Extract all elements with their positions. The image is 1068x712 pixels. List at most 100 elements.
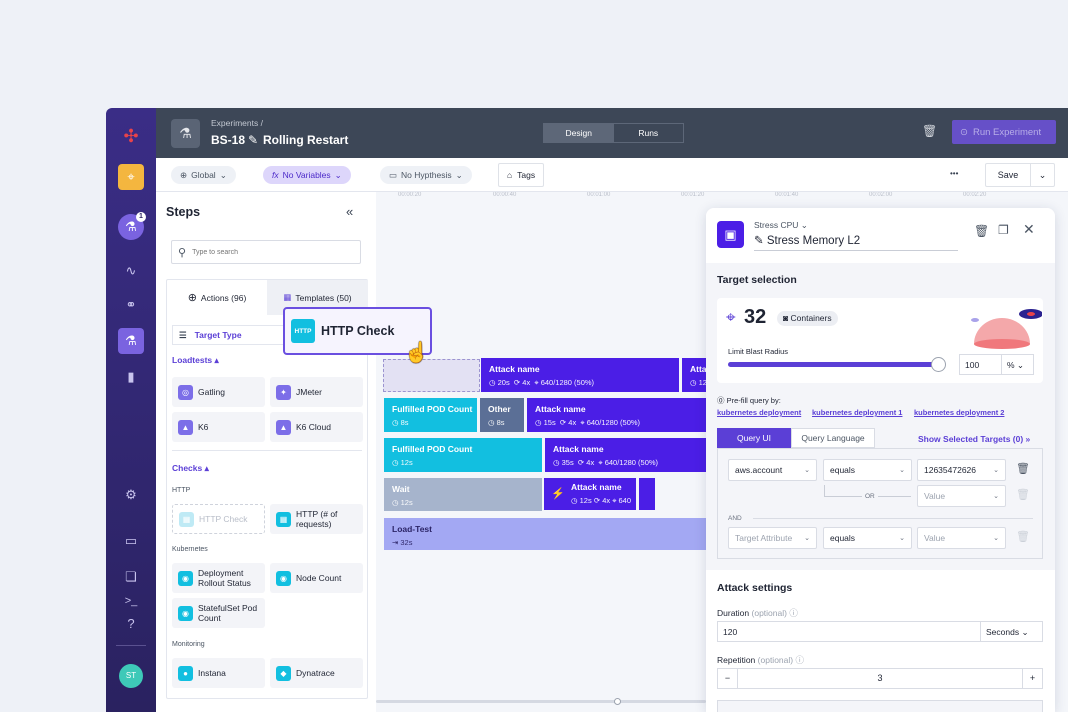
run-experiment-button[interactable]: ⊙ Run Experiment xyxy=(952,120,1056,144)
dragged-step-http-check[interactable]: HTTP HTTP Check xyxy=(283,307,432,355)
tab-query-language[interactable]: Query Language xyxy=(791,428,875,448)
play-circle-icon: ⊙ xyxy=(960,126,968,138)
step-block[interactable]: Fulfilled POD Count ◷ 12s xyxy=(384,438,542,472)
blast-radius-slider[interactable] xyxy=(728,362,940,367)
step-instana[interactable]: ● Instana xyxy=(172,658,265,688)
prefill-link[interactable]: kubernetes deployment 1 xyxy=(812,408,903,417)
step-jmeter[interactable]: ✦ JMeter xyxy=(270,377,363,407)
experiment-name[interactable]: Rolling Restart xyxy=(263,133,349,147)
step-block[interactable]: Load-Test ⇥ 32s xyxy=(384,518,724,550)
tab-actions[interactable]: ⊕ Actions (96) xyxy=(167,280,267,315)
attribute-select[interactable]: Target Attribute ⌄ xyxy=(728,527,817,549)
tags-button[interactable]: ⌂ Tags xyxy=(498,163,545,187)
tick-label: 00:01:40 xyxy=(775,192,799,198)
close-icon[interactable]: ✕ xyxy=(1023,221,1035,237)
attack-settings-title: Attack settings xyxy=(717,582,793,594)
blast-radius-input[interactable]: 100 % ⌄ xyxy=(959,354,1034,375)
duration-value[interactable]: 120 xyxy=(723,627,738,637)
step-node-count[interactable]: ◉ Node Count xyxy=(270,563,363,593)
delete-row-trash-icon[interactable]: 🗑 xyxy=(1016,531,1030,543)
experiments-icon[interactable]: ⚗ xyxy=(118,328,144,354)
experiment-header: ⚗ Experiments / BS-18 ✎ Rolling Restart … xyxy=(156,108,1068,158)
step-block[interactable]: Attack name ◷ 20s ⟳ 4x ⌖ 640/1280 (50%) xyxy=(481,358,679,392)
tick-label: 00:02:20 xyxy=(963,192,987,198)
horizontal-scrollbar[interactable] xyxy=(376,700,706,703)
step-gatling[interactable]: ◎ Gatling xyxy=(172,377,265,407)
duplicate-copy-icon[interactable]: ❐ xyxy=(998,223,1009,237)
delete-trash-icon[interactable]: 🗑 xyxy=(922,124,938,138)
targets-icon[interactable]: ⚭ xyxy=(125,297,137,312)
step-name-field[interactable]: ✎ Stress Memory L2 xyxy=(754,233,958,251)
collapse-panel-icon[interactable]: « xyxy=(346,204,354,219)
repetition-stepper[interactable]: − 3 + xyxy=(717,668,1043,689)
scroll-handle[interactable] xyxy=(614,698,621,705)
tab-query-ui[interactable]: Query UI xyxy=(717,428,791,448)
help-icon[interactable]: ? xyxy=(127,615,135,631)
step-label: Gatling xyxy=(198,387,225,397)
more-options-button[interactable]: ••• xyxy=(950,169,959,178)
repetition-value[interactable]: 3 xyxy=(877,673,883,683)
increment-button[interactable]: + xyxy=(1022,669,1042,688)
telescope-icon[interactable]: ⌖ xyxy=(118,164,144,190)
reports-icon[interactable]: ▮ xyxy=(127,369,135,384)
containers-badge: ◙ Containers xyxy=(777,311,838,326)
prefill-link[interactable]: kubernetes deployment 2 xyxy=(914,408,1005,417)
tab-runs[interactable]: Runs xyxy=(638,128,659,138)
prefill-link[interactable]: kubernetes deployment xyxy=(717,408,802,417)
step-block[interactable]: Wait ◷ 12s xyxy=(384,478,542,511)
breadcrumb[interactable]: Experiments / xyxy=(211,118,263,128)
variables-dropdown[interactable]: fx No Variables ⌄ xyxy=(263,166,351,184)
step-label: K6 xyxy=(198,422,209,432)
unit-dropdown[interactable]: % ⌄ xyxy=(1001,355,1033,374)
step-type-dropdown[interactable]: Stress CPU ⌄ xyxy=(754,220,808,230)
hypothesis-dropdown[interactable]: ▭ No Hypthesis ⌄ xyxy=(380,166,472,184)
delete-trash-icon[interactable]: 🗑 xyxy=(974,224,990,238)
target-type-filter[interactable]: ☰ Target Type xyxy=(172,325,292,345)
prefill-label: ⓪ Pre-fill query by: xyxy=(717,396,781,405)
feedback-icon[interactable]: ▭ xyxy=(124,533,138,548)
delete-row-trash-icon[interactable]: 🗑 xyxy=(1016,463,1030,475)
terminal-icon[interactable]: >_ xyxy=(124,595,138,607)
delete-row-trash-icon[interactable]: 🗑 xyxy=(1016,489,1030,501)
global-scope-dropdown[interactable]: ⊕ Global ⌄ xyxy=(171,166,236,184)
operator-select[interactable]: equals ⌄ xyxy=(823,459,912,481)
docs-book-icon[interactable]: ❏ xyxy=(125,569,137,584)
search-input[interactable] xyxy=(192,248,343,256)
step-block[interactable]: Fulfilled POD Count ◷ 8s xyxy=(384,398,477,432)
show-selected-targets-link[interactable]: Show Selected Targets (0) » xyxy=(918,434,1031,444)
activity-icon[interactable]: ∿ xyxy=(125,263,137,278)
step-statefulset-pod-count[interactable]: ◉ StatefulSet Pod Count xyxy=(172,598,265,628)
tab-design[interactable]: Design xyxy=(544,124,614,142)
step-block[interactable]: Attack name ◷ 35s ⟳ 4x ⌖ 640/1280 (50%) xyxy=(545,438,725,472)
step-deployment-rollout[interactable]: ◉ Deployment Rollout Status xyxy=(172,563,265,593)
save-options-chevron-icon[interactable]: ⌄ xyxy=(1038,170,1047,180)
step-block[interactable]: Other ◷ 8s xyxy=(480,398,524,432)
operator-select[interactable]: equals ⌄ xyxy=(823,527,912,549)
save-button[interactable]: Save xyxy=(986,164,1031,186)
value-select[interactable]: Value ⌄ xyxy=(917,527,1006,549)
settings-gear-icon[interactable]: ⚙ xyxy=(125,487,137,502)
attribute-select[interactable]: aws.account ⌄ xyxy=(728,459,817,481)
step-http-requests[interactable]: ▦ HTTP (# of requests) xyxy=(270,504,363,534)
duration-input[interactable]: 120 Seconds ⌄ xyxy=(717,621,1043,642)
step-block[interactable] xyxy=(639,478,655,510)
duration-unit-dropdown[interactable]: Seconds ⌄ xyxy=(980,622,1042,641)
value-select[interactable]: 12635472626 ⌄ xyxy=(917,459,1006,481)
edit-pencil-icon[interactable]: ✎ xyxy=(248,133,259,147)
step-dynatrace[interactable]: ◆ Dynatrace xyxy=(270,658,363,688)
slider-handle[interactable] xyxy=(931,357,946,372)
value-select[interactable]: Value ⌄ xyxy=(917,485,1006,507)
blast-value[interactable]: 100 xyxy=(965,360,980,370)
decrement-button[interactable]: − xyxy=(718,669,738,688)
steps-search[interactable]: ⚲ xyxy=(171,240,361,264)
step-k6[interactable]: ▲ K6 xyxy=(172,412,265,442)
section-checks[interactable]: Checks ▴ xyxy=(172,463,209,473)
step-k6-cloud[interactable]: ▲ K6 Cloud xyxy=(270,412,363,442)
divider xyxy=(753,518,1033,519)
step-block[interactable]: ⚡ Attack name ◷ 12s ⟳ 4x ⌖ 640 xyxy=(544,478,636,510)
section-loadtests[interactable]: Loadtests ▴ xyxy=(172,355,219,365)
step-block[interactable]: Attack name ◷ 15s ⟳ 4x ⌖ 640/1280 (50%) xyxy=(527,398,727,432)
notification-badge: 1 xyxy=(136,212,146,222)
blast-radius-illustration xyxy=(971,309,1042,349)
user-avatar[interactable]: ST xyxy=(119,664,143,688)
